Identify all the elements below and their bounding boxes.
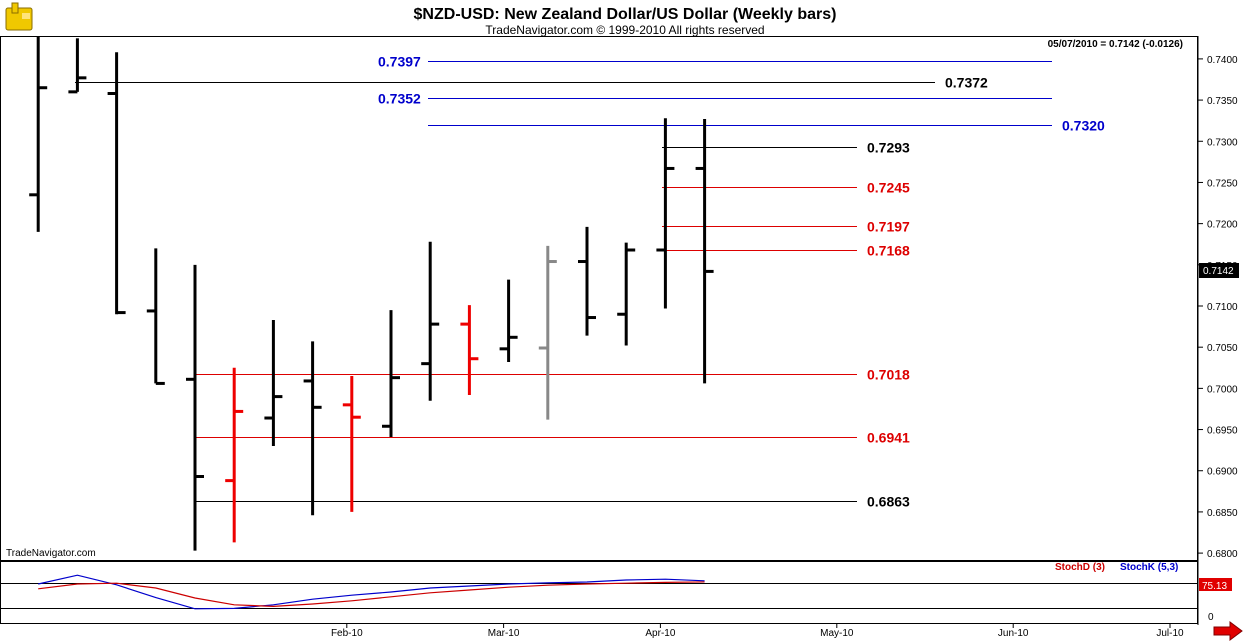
x-tick-label: May-10 — [820, 628, 854, 639]
level-label: 0.7320 — [1062, 118, 1105, 134]
ohlc-bar — [695, 119, 714, 384]
stoch-zero-label: 0 — [1208, 612, 1214, 623]
tradenavigator-logo-icon — [5, 2, 33, 31]
price-panel-frame — [0, 36, 1198, 561]
current-price-label: 0.7142 — [1203, 266, 1234, 277]
y-tick-label: 0.6950 — [1207, 426, 1238, 437]
level-label: 0.7372 — [945, 75, 988, 91]
current-price-marker: 0.7142 — [1199, 263, 1239, 278]
x-tick-label: Jul-10 — [1156, 628, 1184, 639]
ohlc-bar — [342, 376, 361, 512]
ohlc-bar — [303, 341, 322, 516]
stoch-k-line — [38, 574, 705, 610]
level-label: 0.7197 — [867, 219, 910, 235]
y-tick-label: 0.7250 — [1207, 178, 1238, 189]
y-tick-label: 0.7350 — [1207, 96, 1238, 107]
y-tick-label: 0.6800 — [1207, 549, 1238, 560]
y-tick-label: 0.7050 — [1207, 343, 1238, 354]
ohlc-bar — [382, 310, 400, 437]
y-tick-label: 0.7000 — [1207, 384, 1238, 395]
level-label: 0.7168 — [867, 243, 910, 259]
y-tick-label: 0.6900 — [1207, 467, 1238, 478]
ohlc-bar — [186, 264, 204, 551]
ohlc-bar — [499, 279, 518, 363]
ohlc-bar — [421, 241, 440, 401]
stoch-panel-frame — [0, 561, 1198, 624]
ohlc-bar — [538, 245, 557, 420]
ohlc-bar — [107, 52, 126, 315]
y-tick-label: 0.7200 — [1207, 220, 1238, 231]
y-tick-label: 0.7400 — [1207, 55, 1238, 66]
level-label: 0.6863 — [867, 494, 910, 510]
y-tick-label: 0.7300 — [1207, 137, 1238, 148]
stoch-value-label: 75.13 — [1202, 581, 1227, 592]
level-label: 0.7352 — [378, 91, 421, 107]
ohlc-bar — [578, 226, 596, 336]
scroll-right-arrow-icon[interactable] — [1213, 621, 1243, 641]
y-tick-label: 0.7100 — [1207, 302, 1238, 313]
stoch-d-legend: StochD (3) — [1055, 562, 1105, 573]
x-tick-label: Mar-10 — [488, 628, 520, 639]
x-axis-ticks: Feb-10 Mar-10 Apr-10 May-10 Jun-10 Jul-10 — [331, 624, 1184, 639]
watermark-text: TradeNavigator.com — [6, 548, 96, 559]
last-price-info: 05/07/2010 = 0.7142 (-0.0126) — [1048, 39, 1183, 50]
ohlc-bar — [146, 248, 165, 385]
ohlc-bar — [264, 320, 283, 447]
ohlc-bar — [225, 367, 244, 543]
level-label: 0.6941 — [867, 430, 910, 446]
stoch-k-legend: StochK (5,3) — [1120, 562, 1178, 573]
x-tick-label: Apr-10 — [645, 628, 675, 639]
stoch-value-box — [1199, 578, 1232, 591]
level-label: 0.7245 — [867, 180, 910, 196]
y-tick-label: 0.6850 — [1207, 508, 1238, 519]
chart-subtitle: TradeNavigator.com © 1999-2010 All right… — [485, 23, 764, 37]
level-lines: 0.7397 0.7372 0.7352 0.7320 0.7293 0.7245 0.71… — [75, 54, 1105, 510]
level-label: 0.7293 — [867, 140, 910, 156]
y-axis-ticks: 0.74000.73500.73000.72500.72000.71500.71… — [1198, 55, 1238, 560]
chart-title: $NZD-USD: New Zealand Dollar/US Dollar (… — [414, 6, 837, 23]
level-label: 0.7018 — [867, 367, 910, 383]
ohlc-bar — [460, 305, 479, 395]
ohlc-bar — [617, 242, 636, 346]
ohlc-bar — [29, 37, 48, 232]
level-label: 0.7397 — [378, 54, 421, 70]
x-tick-label: Jun-10 — [998, 628, 1029, 639]
stoch-d-line — [38, 581, 705, 608]
ohlc-bar — [656, 118, 675, 309]
ohlc-bar — [68, 38, 87, 94]
ohlc-bars — [29, 37, 714, 551]
x-tick-label: Feb-10 — [331, 628, 363, 639]
